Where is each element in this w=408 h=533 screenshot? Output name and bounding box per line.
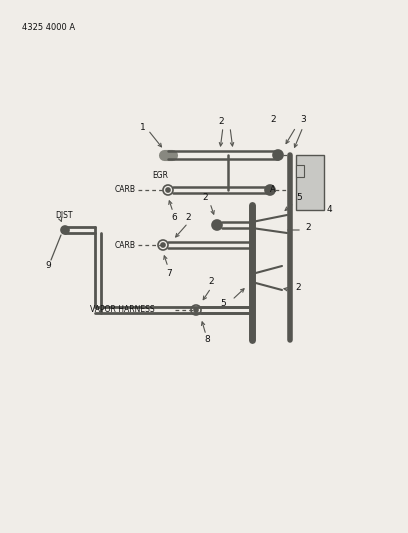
Text: 3: 3	[300, 116, 306, 125]
Text: VAPOR HARNESS: VAPOR HARNESS	[90, 305, 155, 314]
Text: 6: 6	[171, 213, 177, 222]
Text: 5: 5	[296, 193, 302, 203]
Text: DIST: DIST	[55, 211, 73, 220]
Text: 2: 2	[185, 213, 191, 222]
Text: 5: 5	[220, 298, 226, 308]
Text: 2: 2	[218, 117, 224, 126]
Circle shape	[61, 226, 69, 234]
Circle shape	[194, 308, 198, 312]
Text: 2: 2	[305, 223, 310, 232]
Text: CARB: CARB	[115, 240, 136, 249]
Text: 2: 2	[202, 193, 208, 203]
Text: 9: 9	[45, 261, 51, 270]
Text: 1: 1	[140, 123, 146, 132]
Text: EGR: EGR	[152, 171, 168, 180]
Circle shape	[265, 185, 275, 195]
Circle shape	[161, 243, 165, 247]
Circle shape	[273, 150, 283, 160]
Text: 4325 4000 A: 4325 4000 A	[22, 23, 75, 33]
Text: 8: 8	[204, 335, 210, 344]
Text: 7: 7	[166, 269, 172, 278]
Text: 2: 2	[208, 278, 214, 287]
Circle shape	[212, 220, 222, 230]
Circle shape	[166, 188, 170, 192]
Bar	[296, 155, 324, 210]
Text: 4: 4	[327, 206, 333, 214]
Text: 2: 2	[270, 116, 276, 125]
Text: 2: 2	[295, 284, 301, 293]
Text: A: A	[270, 185, 276, 195]
Text: CARB: CARB	[115, 185, 136, 195]
Circle shape	[164, 151, 172, 159]
Bar	[296, 165, 304, 177]
